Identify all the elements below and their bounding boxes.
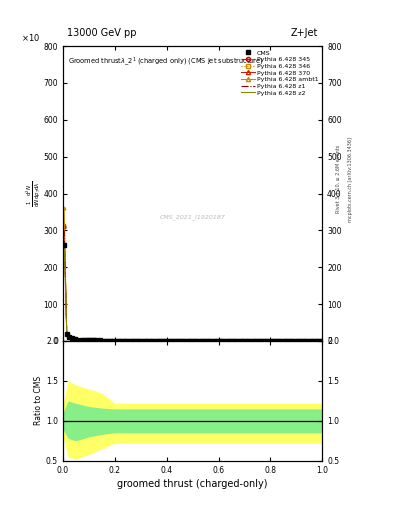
Legend: CMS, Pythia 6.428 345, Pythia 6.428 346, Pythia 6.428 370, Pythia 6.428 ambt1, P: CMS, Pythia 6.428 345, Pythia 6.428 346,… — [239, 48, 320, 98]
Text: Z+Jet: Z+Jet — [291, 28, 318, 38]
Text: Groomed thrust$\lambda\_2^{1}$ (charged only) (CMS jet substructure): Groomed thrust$\lambda\_2^{1}$ (charged … — [68, 55, 264, 68]
Text: mcplots.cern.ch [arXiv:1306.3436]: mcplots.cern.ch [arXiv:1306.3436] — [348, 137, 353, 222]
Y-axis label: $\frac{1}{\mathrm{d}N}\frac{\mathrm{d}^2N}{\mathrm{d}p_T\mathrm{d}\lambda}$: $\frac{1}{\mathrm{d}N}\frac{\mathrm{d}^2… — [24, 180, 42, 207]
Text: $\times10$: $\times10$ — [21, 32, 40, 44]
Text: Rivet 3.1.10, ≥ 2.6M events: Rivet 3.1.10, ≥ 2.6M events — [336, 145, 341, 214]
Text: CMS_2021_I1920187: CMS_2021_I1920187 — [160, 215, 226, 220]
Text: 13000 GeV pp: 13000 GeV pp — [67, 28, 136, 38]
Y-axis label: Ratio to CMS: Ratio to CMS — [34, 376, 43, 425]
X-axis label: groomed thrust (charged-only): groomed thrust (charged-only) — [118, 479, 268, 489]
